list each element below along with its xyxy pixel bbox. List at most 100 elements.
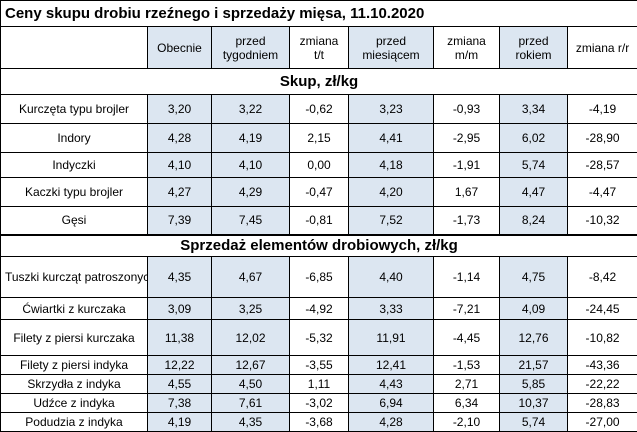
table-cell: 7,52: [349, 207, 434, 235]
table-cell: -24,45: [568, 298, 637, 320]
row-label: Kurczęta typu brojler: [1, 95, 148, 124]
table-cell: 3,25: [212, 298, 290, 320]
table-cell: 4,18: [349, 153, 434, 178]
table-cell: 7,39: [148, 207, 212, 235]
table-cell: -22,22: [568, 375, 637, 394]
section-title-skup: Skup, zł/kg: [1, 69, 637, 95]
table-cell: -1,53: [434, 356, 500, 375]
section-title-sprzedaz: Sprzedaż elementów drobiowych, zł/kg: [1, 235, 637, 257]
table-cell: 11,38: [148, 320, 212, 356]
row-label: Filety z piersi indyka: [1, 356, 148, 375]
header-corner: [1, 27, 148, 69]
table-cell: -3,55: [290, 356, 349, 375]
table-row: Indyczki 4,10 4,10 0,00 4,18 -1,91 5,74 …: [1, 153, 637, 178]
table-cell: 4,28: [148, 124, 212, 153]
table-cell: 3,34: [500, 95, 568, 124]
table-cell: -1,91: [434, 153, 500, 178]
table-cell: -4,47: [568, 178, 637, 207]
row-label: Filety z piersi kurczaka: [1, 320, 148, 356]
table-cell: -2,10: [434, 413, 500, 432]
row-label: Indory: [1, 124, 148, 153]
table-cell: -2,95: [434, 124, 500, 153]
table-cell: 6,94: [349, 394, 434, 413]
table-cell: 1,67: [434, 178, 500, 207]
table-cell: -6,85: [290, 257, 349, 298]
table-cell: -10,32: [568, 207, 637, 235]
table-cell: 12,76: [500, 320, 568, 356]
table-cell: 4,19: [148, 413, 212, 432]
table-cell: 3,22: [212, 95, 290, 124]
table-cell: 6,02: [500, 124, 568, 153]
table-cell: 4,47: [500, 178, 568, 207]
table-cell: 7,38: [148, 394, 212, 413]
table-row: Gęsi 7,39 7,45 -0,81 7,52 -1,73 8,24 -10…: [1, 207, 637, 235]
row-label: Ćwiartki z kurczaka: [1, 298, 148, 320]
table-cell: 12,41: [349, 356, 434, 375]
table-cell: 2,15: [290, 124, 349, 153]
table-cell: -43,36: [568, 356, 637, 375]
table-cell: -4,19: [568, 95, 637, 124]
table-row: Kurczęta typu brojler 3,20 3,22 -0,62 3,…: [1, 95, 637, 124]
table-cell: 4,27: [148, 178, 212, 207]
table-cell: 12,02: [212, 320, 290, 356]
table-cell: 7,45: [212, 207, 290, 235]
row-label: Gęsi: [1, 207, 148, 235]
table-cell: 4,10: [148, 153, 212, 178]
table-cell: -1,73: [434, 207, 500, 235]
table-row: Indory 4,28 4,19 2,15 4,41 -2,95 6,02 -2…: [1, 124, 637, 153]
table-cell: 3,20: [148, 95, 212, 124]
table-cell: -0,81: [290, 207, 349, 235]
table-cell: 3,23: [349, 95, 434, 124]
row-label: Kaczki typu brojler: [1, 178, 148, 207]
table-cell: -8,42: [568, 257, 637, 298]
table-cell: 4,50: [212, 375, 290, 394]
table-cell: -28,57: [568, 153, 637, 178]
table-cell: -4,92: [290, 298, 349, 320]
table-cell: 3,09: [148, 298, 212, 320]
table-cell: 4,09: [500, 298, 568, 320]
table-row: Udźce z indyka 7,38 7,61 -3,02 6,94 6,34…: [1, 394, 637, 413]
table-cell: -3,02: [290, 394, 349, 413]
table-cell: -0,93: [434, 95, 500, 124]
table-cell: -4,45: [434, 320, 500, 356]
table-cell: -27,00: [568, 413, 637, 432]
table-cell: 4,41: [349, 124, 434, 153]
table-cell: -28,83: [568, 394, 637, 413]
table-cell: 3,33: [349, 298, 434, 320]
table-cell: 10,37: [500, 394, 568, 413]
table-cell: -1,14: [434, 257, 500, 298]
table-cell: 4,67: [212, 257, 290, 298]
table-row: Kaczki typu brojler 4,27 4,29 -0,47 4,20…: [1, 178, 637, 207]
table-cell: 6,34: [434, 394, 500, 413]
table-cell: -10,82: [568, 320, 637, 356]
table-cell: -0,47: [290, 178, 349, 207]
table-cell: 4,35: [212, 413, 290, 432]
table-cell: -0,62: [290, 95, 349, 124]
row-label: Tuszki kurcząt patroszonych 65%: [1, 257, 148, 298]
table-cell: -5,32: [290, 320, 349, 356]
table-cell: 4,35: [148, 257, 212, 298]
row-label: Skrzydła z indyka: [1, 375, 148, 394]
header-change-year: zmiana r/r: [568, 27, 637, 69]
table-cell: 12,22: [148, 356, 212, 375]
header-current: Obecnie: [148, 27, 212, 69]
table-cell: 4,75: [500, 257, 568, 298]
table-cell: -3,68: [290, 413, 349, 432]
row-label: Indyczki: [1, 153, 148, 178]
table-row: Filety z piersi indyka 12,22 12,67 -3,55…: [1, 356, 637, 375]
table-cell: 4,29: [212, 178, 290, 207]
table-cell: 7,61: [212, 394, 290, 413]
table-cell: 0,00: [290, 153, 349, 178]
table-cell: 5,74: [500, 153, 568, 178]
table-cell: 4,19: [212, 124, 290, 153]
table-cell: 4,20: [349, 178, 434, 207]
table-row: Tuszki kurcząt patroszonych 65% 4,35 4,6…: [1, 257, 637, 298]
row-label: Udźce z indyka: [1, 394, 148, 413]
